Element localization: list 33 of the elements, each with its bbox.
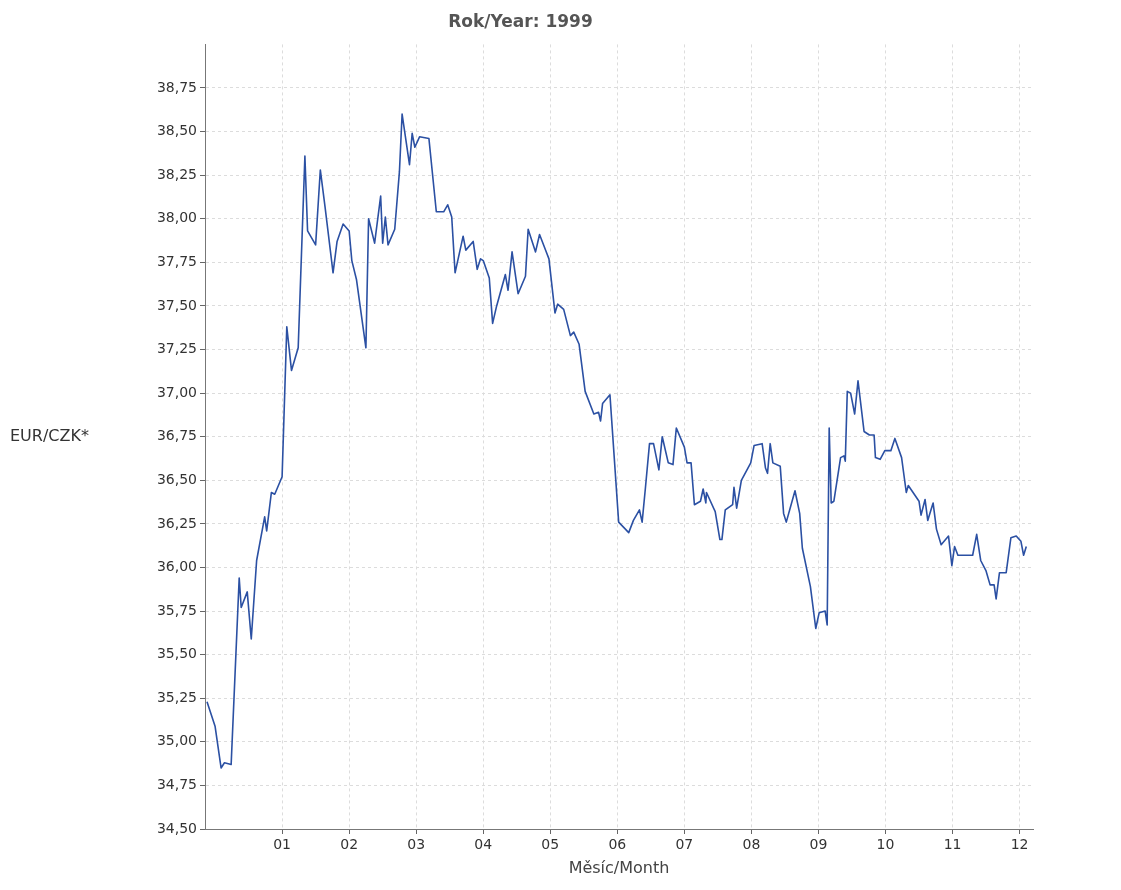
y-tick-label: 35,50 bbox=[156, 645, 197, 662]
y-tick-label: 38,25 bbox=[156, 165, 197, 182]
y-tick-label: 36,00 bbox=[156, 558, 197, 575]
y-tick-label: 37,00 bbox=[156, 383, 197, 400]
y-tick-label: 36,75 bbox=[156, 427, 197, 444]
x-tick-label: 05 bbox=[541, 836, 560, 853]
y-tick-label: 35,75 bbox=[156, 601, 197, 618]
y-axis-title: EUR/CZK* bbox=[10, 425, 89, 445]
y-tick-label: 35,00 bbox=[156, 732, 197, 749]
x-tick-label: 12 bbox=[1010, 836, 1029, 853]
x-axis-title: Měsíc/Month bbox=[568, 857, 670, 877]
y-tick-label: 38,00 bbox=[156, 209, 197, 226]
x-tick-label: 09 bbox=[809, 836, 828, 853]
x-tick-label: 02 bbox=[340, 836, 359, 853]
x-tick-label: 08 bbox=[742, 836, 761, 853]
chart-title: Rok/Year: 1999 bbox=[448, 10, 593, 31]
y-tick-label: 37,25 bbox=[156, 340, 197, 357]
y-tick-label: 34,50 bbox=[156, 819, 197, 836]
x-tick-label: 01 bbox=[273, 836, 292, 853]
x-tick-label: 11 bbox=[943, 836, 962, 853]
y-tick-label: 38,50 bbox=[156, 122, 197, 139]
x-tick-label: 10 bbox=[876, 836, 895, 853]
x-tick-label: 06 bbox=[608, 836, 627, 853]
x-tick-label: 04 bbox=[474, 836, 493, 853]
y-tick-label: 36,25 bbox=[156, 514, 197, 531]
x-tick-label: 03 bbox=[407, 836, 426, 853]
y-tick-label: 36,50 bbox=[156, 470, 197, 487]
y-tick-label: 37,75 bbox=[156, 252, 197, 269]
y-tick-label: 34,75 bbox=[156, 776, 197, 793]
x-tick-label: 07 bbox=[675, 836, 694, 853]
y-tick-label: 37,50 bbox=[156, 296, 197, 313]
y-tick-label: 35,25 bbox=[156, 688, 197, 705]
y-tick-label: 38,75 bbox=[156, 78, 197, 95]
